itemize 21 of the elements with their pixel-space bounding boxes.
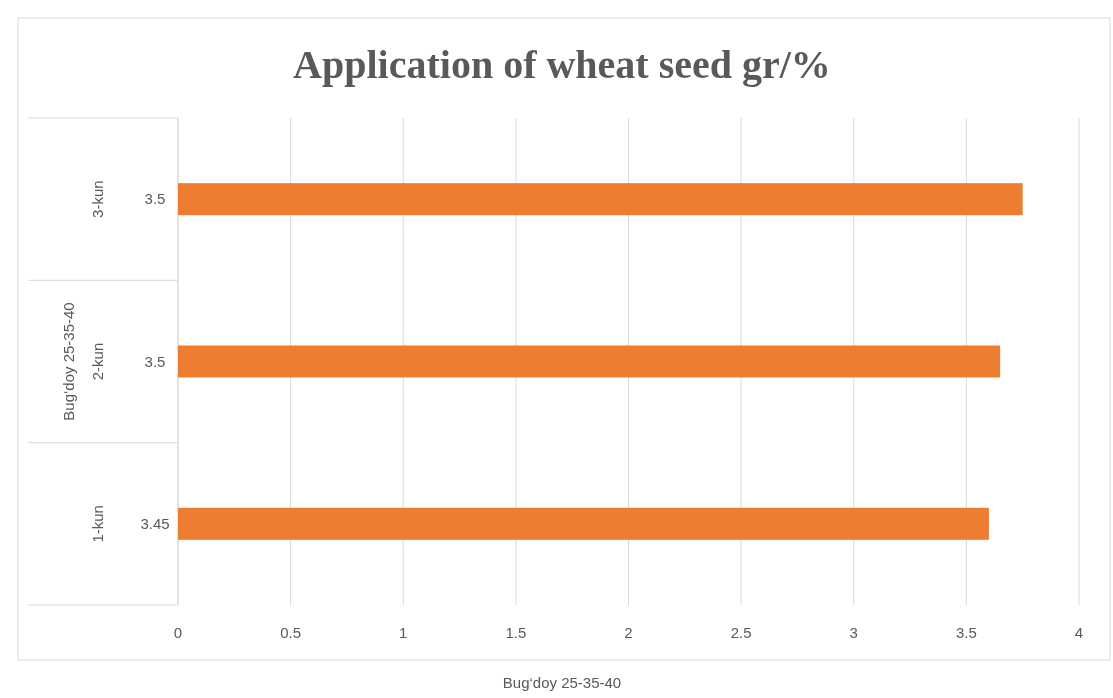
bar — [178, 345, 1001, 378]
text: 1-kun — [89, 505, 106, 543]
bar — [178, 183, 1023, 216]
x-tick-label: 3.5 — [955, 624, 977, 641]
x-tick-label: 1 — [399, 624, 408, 641]
y-tick-label: 3.5 — [144, 190, 166, 208]
x-tick-label: 4 — [1074, 624, 1084, 641]
x-tick-label: 3 — [849, 624, 858, 641]
chart-title: Application of wheat seed gr/% — [293, 42, 831, 87]
y-tick-label: 3.45 — [140, 514, 170, 532]
text: 3-kun — [89, 180, 106, 218]
x-axis-title: Bug‘doy 25-35-40 — [502, 674, 622, 691]
y-tick-label: 3.5 — [144, 352, 166, 370]
x-tick-label: 1.5 — [505, 624, 527, 641]
y-axis-title: Bug‘doy 25-35-40 — [60, 302, 77, 421]
text: 2-kun — [89, 342, 106, 381]
bar — [178, 507, 989, 540]
x-tick-label: 2 — [624, 624, 633, 641]
x-tick-label: 0.5 — [280, 624, 302, 641]
x-tick-label: 2.5 — [730, 624, 752, 641]
x-tick-label: 0 — [173, 624, 183, 641]
